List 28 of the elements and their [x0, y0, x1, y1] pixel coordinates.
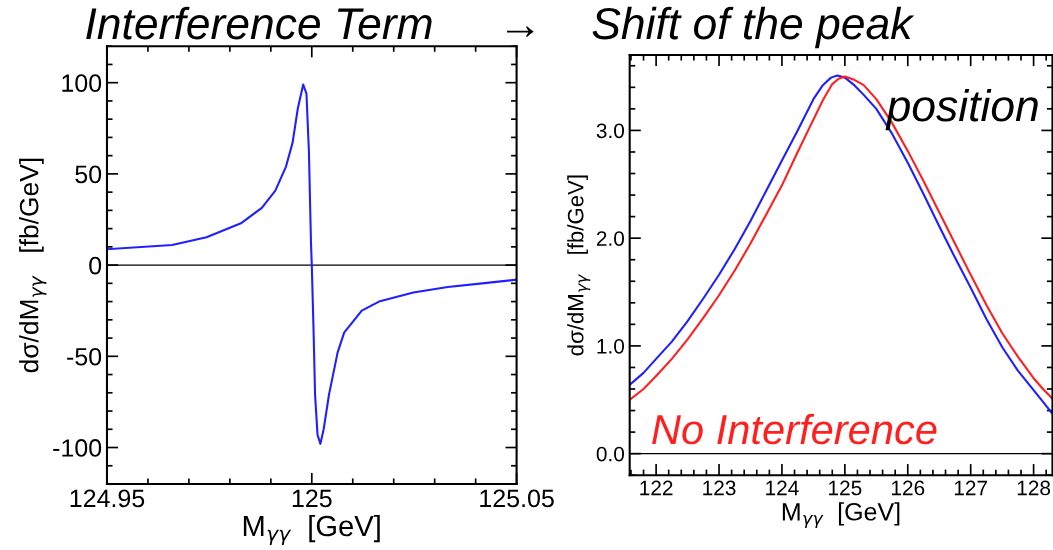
annotation: position: [885, 88, 1038, 131]
y-tick-label: 100: [62, 74, 102, 92]
y-tick-label: 2.0: [596, 231, 625, 246]
text: dσ/dM$_{γγ}$ [fb/GeV]: [19, 158, 47, 373]
x-tick-label: 125: [829, 480, 862, 496]
x-tick-label: 126: [891, 480, 925, 496]
y-tick-label: 50: [75, 165, 102, 184]
y-tick-label: 1.0: [597, 338, 625, 354]
x-tick-label: 123: [703, 480, 736, 496]
x-tick-label: 125.05: [480, 489, 554, 508]
x-tick-label: 125: [292, 489, 332, 508]
x-tick-label: 122: [640, 480, 673, 496]
x-tick-label: 127: [954, 480, 988, 496]
x-axis-title: M$_{γγ}$ [GeV]: [243, 514, 380, 546]
chart-title: Shift of the peak: [592, 6, 915, 49]
x-tick-label: 128: [1017, 480, 1051, 496]
x-axis-title: M$_{γγ}$ [GeV]: [782, 502, 900, 529]
y-tick-label: -100: [53, 439, 102, 457]
text: →: [507, 26, 534, 37]
y-tick-label: 0: [89, 256, 102, 275]
x-tick-label: 124: [766, 480, 799, 496]
y-tick-label: -50: [67, 347, 102, 366]
series-label: No Interference: [652, 413, 937, 445]
y-tick-label: 0.0: [596, 446, 625, 462]
text: dσ/dM$_{γγ}$ [fb/GeV]: [567, 175, 591, 356]
y-tick-label: 3.0: [596, 123, 625, 139]
x-tick-label: 124.95: [70, 489, 145, 508]
chart-title: Interference Term: [86, 6, 432, 40]
